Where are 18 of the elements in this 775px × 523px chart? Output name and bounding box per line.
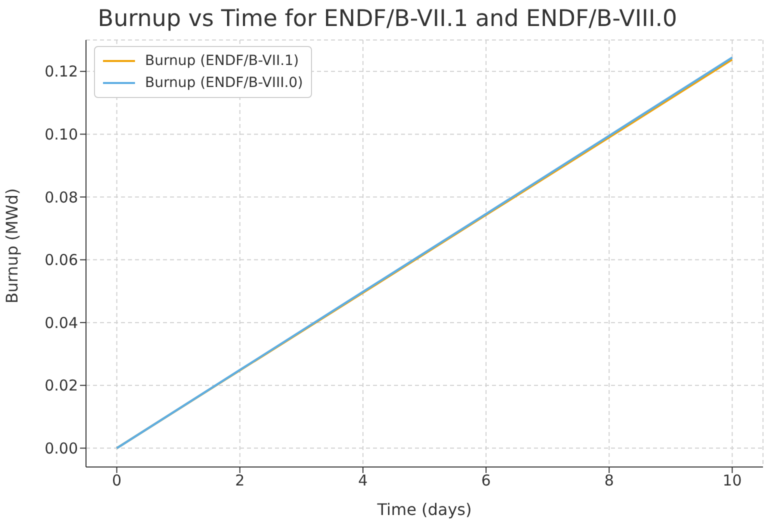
y-tick-label: 0.04 <box>44 314 78 332</box>
x-tick-label: 8 <box>604 472 614 490</box>
y-tick-label: 0.00 <box>44 439 78 458</box>
y-tick-label: 0.02 <box>44 376 78 395</box>
x-axis-title: Time (days) <box>376 500 472 519</box>
x-tick-label: 2 <box>235 472 245 490</box>
y-tick-label: 0.12 <box>44 62 78 81</box>
x-tick-label: 6 <box>481 472 491 490</box>
y-axis-title: Burnup (MWd) <box>2 188 22 304</box>
chart-title: Burnup vs Time for ENDF/B-VII.1 and ENDF/B-VIII.0 <box>96 6 678 32</box>
x-tick-label: 4 <box>358 472 368 490</box>
legend-label: Burnup (ENDF/B-VII.1) <box>144 52 300 71</box>
y-tick-label: 0.08 <box>44 188 78 206</box>
legend-label: Burnup (ENDF/B-VIII.0) <box>144 74 304 93</box>
y-tick-label: 0.10 <box>44 126 78 144</box>
x-tick-label: 0 <box>112 472 122 490</box>
x-tick-label: 10 <box>722 472 742 490</box>
y-tick-label: 0.06 <box>44 251 78 270</box>
